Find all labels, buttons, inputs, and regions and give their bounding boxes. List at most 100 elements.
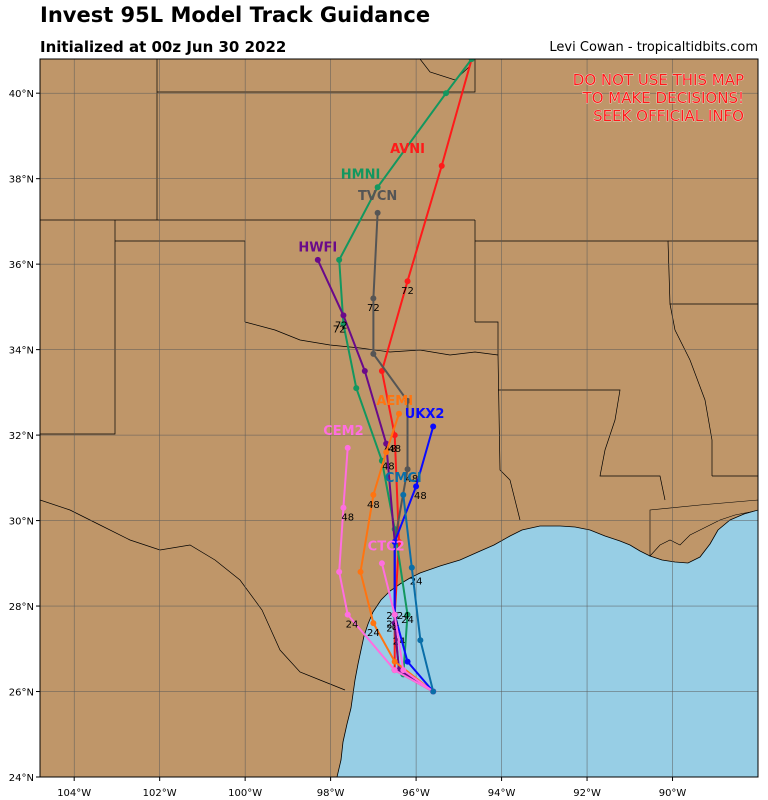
- track-point-aemi: [370, 491, 377, 498]
- credit: Levi Cowan - tropicaltidbits.com: [549, 40, 758, 55]
- lon-tick-label: 90°W: [659, 788, 687, 799]
- track-point-hmni: [468, 59, 475, 62]
- forecast-hour-label: 72: [335, 320, 348, 331]
- forecast-hour-label: 72: [333, 325, 346, 336]
- forecast-hour-label: 72: [401, 286, 414, 297]
- track-point-tvcn: [370, 350, 377, 357]
- forecast-hour-label: 48: [384, 444, 397, 455]
- track-point-avni: [378, 367, 385, 374]
- track-point-hmni: [374, 184, 381, 191]
- forecast-hour-label: 24: [386, 619, 399, 630]
- track-point-ukx2: [413, 483, 420, 490]
- forecast-hour-label: 48: [414, 491, 427, 502]
- axis-ticks: 104°W 102°W 100°W 98°W 96°W 94°W 92°W 90°W 40°N 3…: [9, 89, 687, 799]
- track-point-aemi: [357, 568, 364, 575]
- track-point-hwfi: [314, 256, 321, 263]
- louisiana-coast: [649, 499, 758, 557]
- lon-tick-label: 96°W: [402, 788, 430, 799]
- track-line-ctc2: [380, 563, 434, 693]
- warning-line-3: SEEK OFFICIAL INFO: [593, 107, 744, 125]
- model-label-hmni: HMNI: [341, 168, 381, 183]
- track-point-ukx2: [404, 658, 411, 665]
- forecast-hour-label: 24: [346, 619, 359, 630]
- lon-tick-label: 92°W: [573, 788, 601, 799]
- rio-grande: [40, 499, 346, 691]
- warning-line-2: TO MAKE DECISIONS!: [582, 89, 744, 107]
- track-line-ukx2: [393, 426, 435, 693]
- track-line-hwfi: [316, 259, 434, 693]
- forecast-hour-label: 24: [397, 611, 410, 622]
- lat-tick-label: 32°N: [9, 431, 34, 442]
- track-point-tvcn: [404, 466, 411, 473]
- forecast-hour-label: 24: [401, 615, 414, 626]
- warning-line-1: DO NOT USE THIS MAP: [573, 71, 744, 89]
- lon-tick-label: 100°W: [228, 788, 262, 799]
- forecast-hour-label: 48: [367, 500, 380, 511]
- init-time: Initialized at 00z Jun 30 2022: [40, 38, 287, 56]
- gulf-of-mexico: [336, 509, 758, 777]
- track-point-tvcn: [404, 397, 411, 404]
- model-label-ctc2: CTC2: [368, 539, 405, 554]
- lon-tick-label: 102°W: [143, 788, 177, 799]
- lat-lon-grid: [40, 59, 758, 777]
- track-point-hwfi: [361, 367, 368, 374]
- lat-tick-label: 30°N: [9, 517, 34, 528]
- forecast-hour-label: 48: [388, 444, 401, 455]
- track-line-cmci: [402, 494, 435, 692]
- track-point-cmci: [408, 564, 415, 571]
- model-label-cem2: CEM2: [323, 424, 363, 439]
- track-point-hmni: [340, 320, 347, 327]
- track-point-aemi: [391, 658, 398, 665]
- track-point-ctc2: [400, 667, 407, 674]
- forecast-hour-label: 72: [367, 303, 380, 314]
- track-line-cem2: [338, 447, 434, 693]
- track-point-avni: [404, 278, 411, 285]
- track-point-cmci: [430, 688, 437, 695]
- map-title: Invest 95L Model Track Guidance: [40, 3, 431, 27]
- lat-tick-label: 26°N: [9, 688, 34, 699]
- model-label-ukx2: UKX2: [405, 407, 445, 422]
- model-label-cmci: CMCI: [385, 471, 422, 486]
- lat-tick-label: 38°N: [9, 175, 34, 186]
- lat-tick-label: 24°N: [9, 773, 34, 784]
- lat-tick-label: 40°N: [9, 89, 34, 100]
- forecast-hour-label: 24: [410, 577, 423, 588]
- lat-tick-label: 34°N: [9, 346, 34, 357]
- model-label-hwfi: HWFI: [298, 240, 337, 255]
- track-point-ukx2: [391, 538, 398, 545]
- track-point-ctc2: [391, 611, 398, 618]
- lon-tick-label: 98°W: [317, 788, 345, 799]
- track-point-aemi: [370, 620, 377, 627]
- track-point-hmni: [353, 385, 360, 392]
- lat-tick-label: 28°N: [9, 602, 34, 613]
- lat-tick-label: 36°N: [9, 260, 34, 271]
- model-label-aemi: AEMI: [376, 394, 413, 409]
- track-point-hmni: [404, 611, 411, 618]
- track-point-ukx2: [430, 423, 437, 430]
- track-point-cmci: [400, 491, 407, 498]
- track-point-aemi: [383, 449, 390, 456]
- model-tracks: 2448722448722448722448722448244824482424…: [298, 59, 475, 695]
- track-point-hwfi: [340, 312, 347, 319]
- track-point-cem2: [344, 611, 351, 618]
- map-frame: [39, 58, 759, 778]
- track-point-hmni: [443, 90, 450, 97]
- model-label-tvcn: TVCN: [358, 189, 397, 204]
- lon-tick-label: 94°W: [488, 788, 516, 799]
- forecast-hour-label: 24: [367, 628, 380, 639]
- forecast-hour-label: 48: [341, 513, 354, 524]
- track-point-cem2: [391, 667, 398, 674]
- track-point-avni: [438, 162, 445, 169]
- track-point-cem2: [336, 568, 343, 575]
- track-point-ctc2: [378, 560, 385, 567]
- track-point-aemi: [396, 410, 402, 417]
- track-point-hmni: [336, 256, 343, 263]
- track-point-tvcn: [370, 295, 377, 302]
- track-point-cem2: [340, 504, 347, 511]
- model-label-avni: AVNI: [390, 142, 425, 157]
- track-point-cem2: [344, 444, 351, 451]
- forecast-hour-label: 24: [386, 624, 399, 635]
- lon-tick-label: 104°W: [57, 788, 91, 799]
- forecast-hour-label: 48: [405, 474, 418, 485]
